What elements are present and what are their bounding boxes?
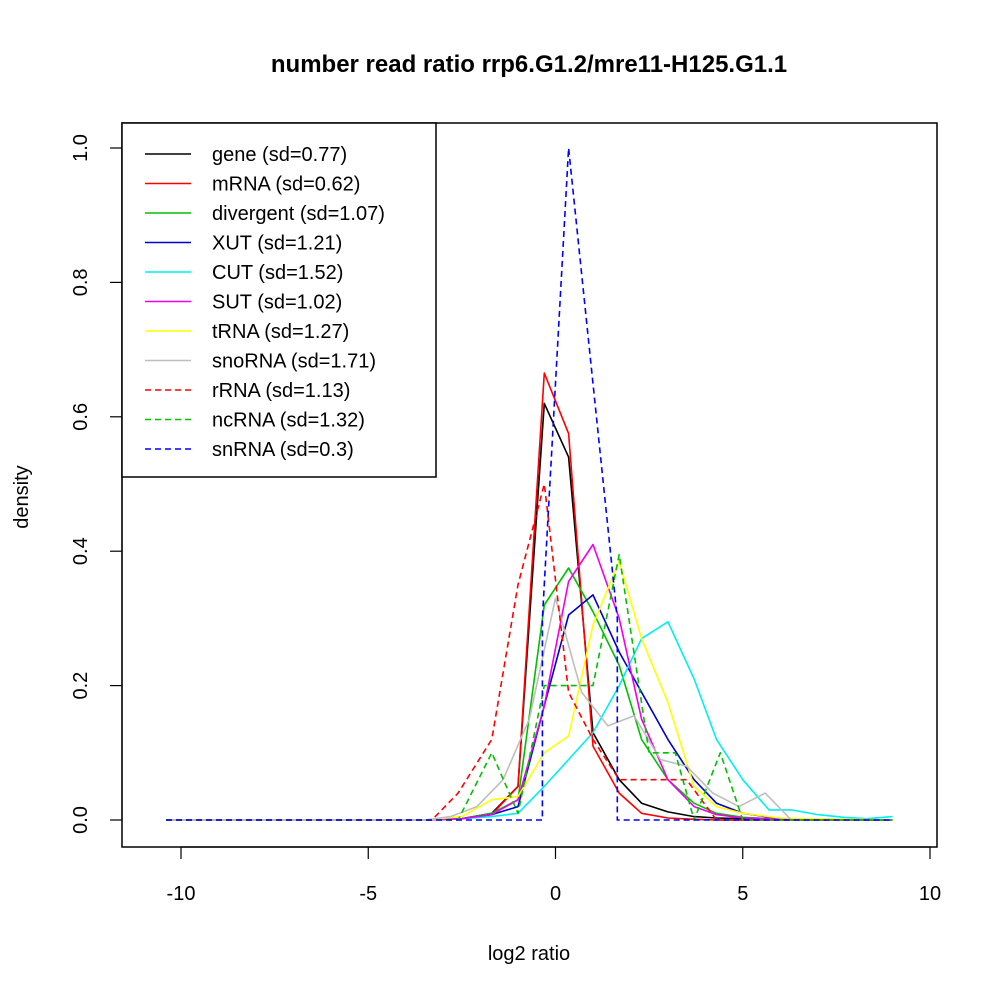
series-line-7: [166, 597, 893, 821]
legend-label: rRNA (sd=1.13): [212, 380, 350, 402]
x-tick-label: -5: [359, 883, 377, 905]
legend-label: divergent (sd=1.07): [212, 203, 385, 225]
legend-label: SUT (sd=1.02): [212, 292, 342, 314]
legend-box: [121, 122, 437, 478]
legend-label: gene (sd=0.77): [212, 144, 347, 166]
x-tick-label: 5: [737, 883, 748, 905]
legend: gene (sd=0.77) mRNA (sd=0.62) divergent (s…: [121, 122, 437, 478]
x-tick-label: -10: [167, 883, 196, 905]
legend-label: snoRNA (sd=1.71): [212, 351, 376, 373]
legend-label: snRNA (sd=0.3): [212, 439, 354, 461]
y-tick-label: 0.0: [70, 806, 92, 834]
legend-label: tRNA (sd=1.27): [212, 321, 349, 343]
y-tick-label: 0.8: [70, 268, 92, 296]
x-axis-label: log2 ratio: [488, 943, 570, 965]
chart-title: number read ratio rrp6.G1.2/mre11-H125.G…: [271, 51, 787, 78]
legend-label: CUT (sd=1.52): [212, 262, 343, 284]
legend-label: ncRNA (sd=1.32): [212, 410, 365, 432]
legend-label: XUT (sd=1.21): [212, 233, 342, 255]
series-line-5: [166, 543, 893, 821]
series-line-4: [166, 620, 893, 821]
y-tick-label: 0.2: [70, 672, 92, 700]
x-tick-label: 10: [919, 883, 941, 905]
x-tick-label: 0: [550, 883, 561, 905]
legend-label: mRNA (sd=0.62): [212, 174, 360, 196]
series-line-6: [166, 560, 893, 821]
y-axis-label: density: [11, 465, 33, 528]
y-tick-label: 0.4: [70, 537, 92, 565]
series-line-9: [166, 553, 893, 821]
series-line-8: [166, 483, 893, 821]
y-tick-label: 0.6: [70, 403, 92, 431]
y-tick-label: 1.0: [70, 134, 92, 162]
series-line-10: [166, 147, 893, 821]
